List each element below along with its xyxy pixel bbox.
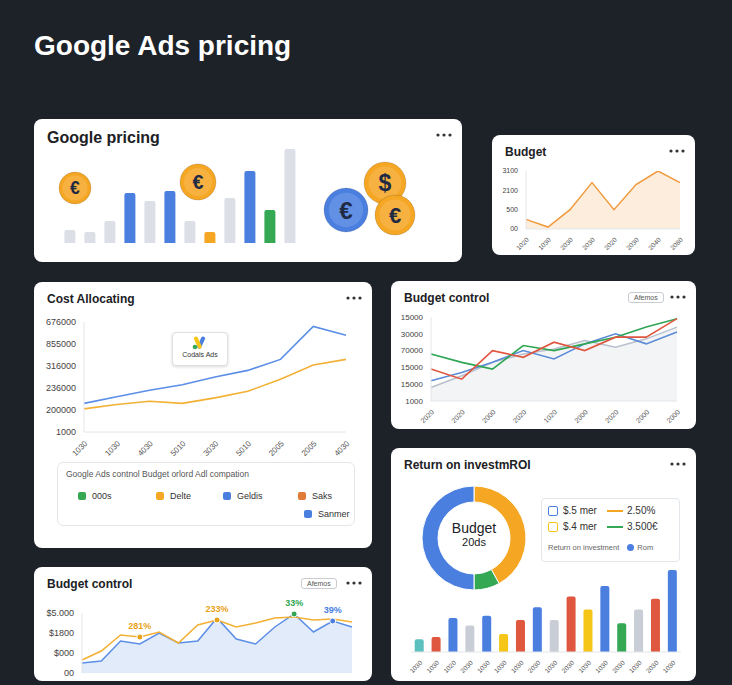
html-text:Return on investment: Return on investment: [548, 543, 620, 552]
html-text:Return on investmROI: Return on investmROI: [404, 458, 531, 472]
svg-text:2020: 2020: [419, 408, 435, 424]
svg-text:70000: 70000: [401, 346, 424, 355]
svg-text:2100: 2100: [502, 187, 518, 194]
svg-text:2080: 2080: [669, 236, 684, 251]
svg-text:2000: 2000: [481, 408, 497, 424]
svg-text:00: 00: [510, 225, 518, 232]
svg-text:00: 00: [64, 668, 74, 678]
svg-text:2000: 2000: [573, 408, 589, 424]
svg-text:$5.000: $5.000: [46, 608, 74, 618]
svg-text:€: €: [192, 171, 203, 193]
html-text:Budget control: Budget control: [404, 291, 490, 305]
svg-text:2020: 2020: [512, 408, 528, 424]
svg-text:855000: 855000: [46, 339, 76, 349]
html-text:Budget: Budget: [505, 145, 547, 159]
svg-text:281%: 281%: [128, 621, 151, 631]
svg-text:2030: 2030: [526, 659, 541, 674]
svg-text:1030: 1030: [628, 659, 643, 674]
html-text:Saks: Saks: [312, 491, 332, 501]
svg-text:2030: 2030: [581, 236, 596, 251]
svg-text:3100: 3100: [502, 167, 518, 174]
svg-text:1030: 1030: [509, 659, 524, 674]
svg-text:15000: 15000: [401, 313, 424, 322]
html-text:Afemos: Afemos: [307, 580, 331, 587]
html-text:Google pricing: Google pricing: [47, 129, 160, 146]
html-text:Google Ads pricing: Google Ads pricing: [34, 30, 292, 61]
svg-text:2000: 2000: [635, 408, 651, 424]
svg-text:1030: 1030: [70, 439, 89, 458]
svg-text:5010: 5010: [234, 439, 253, 458]
svg-text:39%: 39%: [324, 605, 342, 615]
svg-text:2030: 2030: [560, 659, 575, 674]
svg-text:€: €: [339, 197, 353, 224]
html-text:Google Ads contnol Budget orlo: Google Ads contnol Budget orlord Adl com…: [66, 469, 249, 479]
svg-text:2030: 2030: [611, 659, 626, 674]
html-text:000s: 000s: [92, 491, 112, 501]
svg-text:30000: 30000: [401, 330, 424, 339]
svg-text:2020: 2020: [604, 408, 620, 424]
html-text:Delte: Delte: [170, 491, 191, 501]
svg-text:$1800: $1800: [49, 628, 74, 638]
svg-text:1020: 1020: [542, 408, 558, 424]
svg-text:15000: 15000: [401, 380, 424, 389]
svg-text:2000: 2000: [665, 408, 681, 424]
svg-text:1030: 1030: [661, 659, 676, 674]
html-text:20ds: 20ds: [462, 536, 486, 549]
svg-text:5010: 5010: [169, 439, 188, 458]
svg-text:1020: 1020: [442, 659, 457, 674]
svg-text:1030: 1030: [493, 659, 508, 674]
svg-text:200000: 200000: [46, 405, 76, 415]
svg-text:1030: 1030: [425, 659, 440, 674]
svg-text:1030: 1030: [476, 659, 491, 674]
svg-text:236000: 236000: [46, 383, 76, 393]
svg-text:3030: 3030: [201, 439, 220, 458]
svg-text:$000: $000: [54, 648, 74, 658]
html-text:2.50%: 2.50%: [627, 505, 656, 516]
svg-text:1030: 1030: [543, 659, 558, 674]
svg-text:2005: 2005: [267, 439, 286, 458]
svg-text:1000: 1000: [405, 397, 423, 406]
svg-text:1000: 1000: [56, 427, 76, 437]
html-text:Geldis: Geldis: [237, 491, 263, 501]
svg-text:316000: 316000: [46, 361, 76, 371]
svg-text:$: $: [379, 170, 392, 196]
svg-text:2020: 2020: [603, 236, 618, 251]
svg-text:500: 500: [506, 206, 518, 213]
svg-text:4030: 4030: [136, 439, 155, 458]
svg-text:1030: 1030: [594, 659, 609, 674]
html-text:$.4 mer: $.4 mer: [563, 521, 597, 532]
html-text:$.5 mer: $.5 mer: [563, 505, 597, 516]
svg-text:2030: 2030: [459, 659, 474, 674]
svg-text:2030: 2030: [644, 659, 659, 674]
svg-text:233%: 233%: [205, 604, 228, 614]
svg-text:15000: 15000: [401, 363, 424, 372]
svg-text:1030: 1030: [408, 659, 423, 674]
svg-text:2030: 2030: [625, 236, 640, 251]
html-text:Budget control: Budget control: [47, 577, 133, 591]
svg-text:€: €: [389, 203, 401, 228]
html-text:Afemos: Afemos: [634, 294, 658, 301]
svg-text:1030: 1030: [537, 236, 552, 251]
html-text:Rom: Rom: [637, 543, 654, 552]
html-text:3.500€: 3.500€: [627, 521, 658, 532]
svg-text:€: €: [70, 178, 80, 198]
svg-text:2020: 2020: [450, 408, 466, 424]
html-text:Cost Allocating: Cost Allocating: [47, 292, 135, 306]
svg-text:1030: 1030: [577, 659, 592, 674]
html-text:Budget: Budget: [451, 520, 497, 536]
svg-text:33%: 33%: [285, 598, 303, 608]
svg-text:2030: 2030: [559, 236, 574, 251]
svg-text:1020: 1020: [515, 236, 530, 251]
svg-text:2005: 2005: [300, 439, 319, 458]
svg-text:2040: 2040: [647, 236, 662, 251]
html-text:Sanmer: Sanmer: [318, 509, 350, 519]
svg-text:676000: 676000: [46, 317, 76, 327]
html-text:Codals Ads: Codals Ads: [182, 351, 218, 358]
svg-text:1030: 1030: [103, 439, 122, 458]
svg-text:4030: 4030: [332, 439, 351, 458]
